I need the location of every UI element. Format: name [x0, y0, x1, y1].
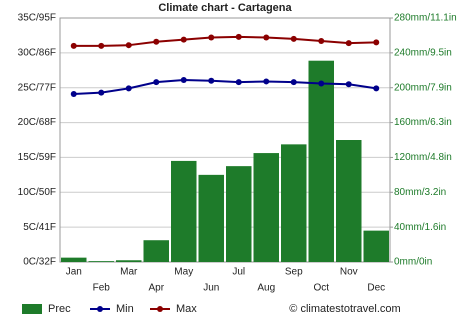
x-tick-label: Jul: [232, 267, 245, 278]
x-tick-label: Feb: [93, 283, 111, 294]
marker: [318, 80, 325, 87]
bar: [198, 174, 224, 262]
marker: [70, 90, 77, 97]
y-tick-label: 5C/41F: [23, 222, 56, 233]
marker: [373, 85, 380, 92]
marker: [208, 34, 215, 41]
line: [73, 79, 377, 95]
bar: [281, 144, 307, 262]
x-tick-label: Jan: [66, 267, 82, 278]
marker: [70, 42, 77, 49]
marker: [345, 40, 352, 47]
bar: [253, 153, 279, 262]
y2-tick-label: 280mm/11.1in: [394, 13, 457, 24]
plot-frame: [59, 17, 391, 263]
marker: [290, 79, 297, 86]
x-tick-label: Aug: [257, 283, 275, 294]
marker: [208, 77, 215, 84]
y-tick-label: 15C/59F: [18, 152, 56, 163]
marker: [180, 36, 187, 43]
marker: [345, 81, 352, 88]
y2-tick-label: 200mm/7.9in: [394, 82, 452, 93]
line: [73, 35, 377, 47]
y-tick-label: 20C/68F: [18, 117, 56, 128]
x-tick-label: Jun: [203, 283, 219, 294]
x-tick-label: Dec: [367, 283, 385, 294]
legend-marker: [157, 306, 163, 312]
y2-tick-label: 160mm/6.3in: [394, 117, 452, 128]
marker: [125, 85, 132, 92]
y2-tick-label: 0mm/0in: [394, 257, 432, 268]
marker: [235, 79, 242, 86]
y-tick-label: 10C/50F: [18, 187, 56, 198]
x-tick-label: Mar: [120, 267, 138, 278]
y-tick-label: 25C/77F: [18, 82, 56, 93]
y-tick-label: 0C/32F: [23, 257, 56, 268]
x-tick-label: Sep: [285, 267, 303, 278]
source: © climatestotravel.com: [289, 303, 400, 315]
y2-tick-label: 120mm/4.8in: [394, 152, 452, 163]
bar: [171, 160, 197, 262]
marker: [180, 77, 187, 84]
legend-label: Min: [116, 303, 134, 315]
bar: [363, 230, 389, 262]
marker: [153, 38, 160, 45]
x-tick-label: May: [174, 267, 193, 278]
legend-label: Max: [176, 303, 197, 315]
marker: [98, 89, 105, 96]
marker: [318, 38, 325, 45]
y-tick-label: 30C/86F: [18, 47, 56, 58]
legend-marker: [97, 306, 103, 312]
marker: [153, 79, 160, 86]
marker: [263, 78, 270, 85]
y2-tick-label: 40mm/1.6in: [394, 222, 446, 233]
marker: [263, 34, 270, 41]
bar: [88, 261, 114, 262]
marker: [373, 39, 380, 46]
y2-tick-label: 80mm/3.2in: [394, 187, 446, 198]
bar: [226, 166, 252, 262]
bar: [61, 257, 87, 262]
legend-label: Prec: [48, 303, 71, 315]
marker: [98, 42, 105, 49]
chart-title: Climate chart - Cartagena: [158, 2, 292, 14]
bar: [308, 60, 334, 263]
bar: [143, 240, 169, 262]
marker: [235, 33, 242, 40]
legend-swatch: [22, 304, 42, 314]
marker: [125, 42, 132, 49]
marker: [290, 35, 297, 42]
x-tick-label: Apr: [148, 283, 164, 294]
bar: [336, 140, 362, 262]
bar: [116, 260, 142, 262]
y-tick-label: 35C/95F: [18, 13, 56, 24]
x-tick-label: Oct: [313, 283, 329, 294]
y2-tick-label: 240mm/9.5in: [394, 47, 452, 58]
x-tick-label: Nov: [340, 267, 358, 278]
